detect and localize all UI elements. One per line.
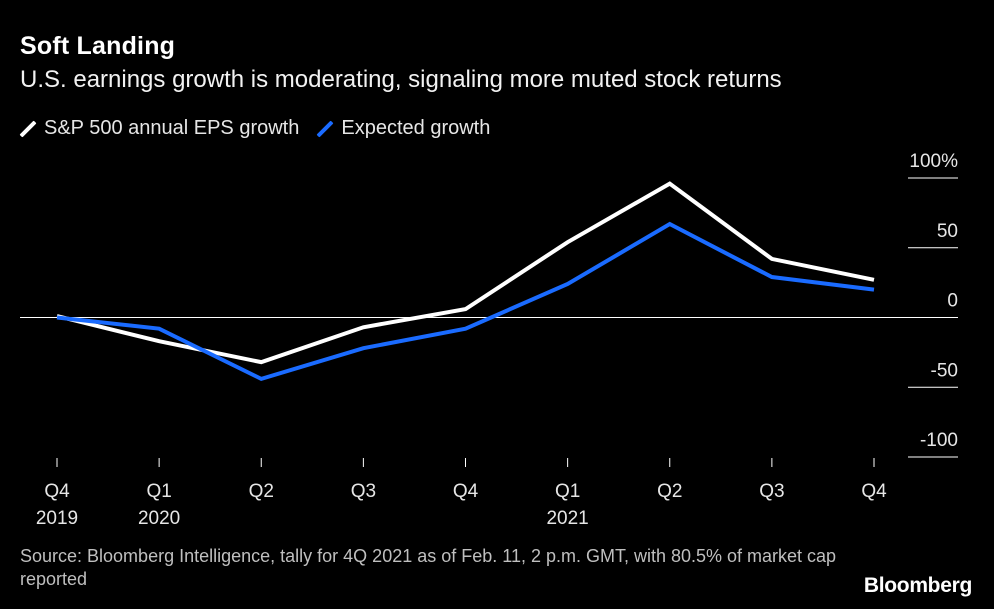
bloomberg-logo: Bloomberg — [863, 574, 972, 597]
y-tick-label-2: 0 — [947, 291, 958, 312]
y-tick-label-1: 50 — [937, 221, 958, 242]
x-tick-year-1: 2020 — [138, 508, 180, 529]
x-tick-label-7: Q3 — [759, 481, 784, 502]
x-tick-label-4: Q4 — [453, 481, 479, 502]
x-tick-label-1: Q1 — [146, 481, 171, 502]
legend-label-expected: Expected growth — [341, 117, 491, 139]
x-tick-label-6: Q2 — [657, 481, 682, 502]
x-tick-year-5: 2021 — [546, 508, 588, 529]
chart-subtitle: U.S. earnings growth is moderating, sign… — [20, 66, 782, 93]
series-line-1 — [56, 221, 875, 382]
x-tick-label-2: Q2 — [249, 481, 274, 502]
x-tick-label-8: Q4 — [861, 481, 887, 502]
legend-item-eps: S&P 500 annual EPS growth — [19, 117, 300, 140]
y-tick-label-0: 100% — [909, 151, 958, 172]
legend-label-eps: S&P 500 annual EPS growth — [44, 117, 300, 139]
y-tick-label-4: -100 — [920, 430, 958, 451]
legend: S&P 500 annual EPS growth Expected growt… — [19, 117, 508, 140]
x-tick-label-0: Q4 — [44, 481, 70, 502]
source-note: Source: Bloomberg Intelligence, tally fo… — [20, 546, 837, 589]
series-line-0 — [56, 181, 875, 365]
x-tick-year-0: 2019 — [36, 508, 78, 529]
x-tick-label-3: Q3 — [351, 481, 376, 502]
chart-title: Soft Landing — [20, 32, 176, 60]
x-tick-label-5: Q1 — [555, 481, 580, 502]
legend-item-expected: Expected growth — [316, 117, 491, 140]
y-tick-label-3: -50 — [931, 360, 958, 381]
